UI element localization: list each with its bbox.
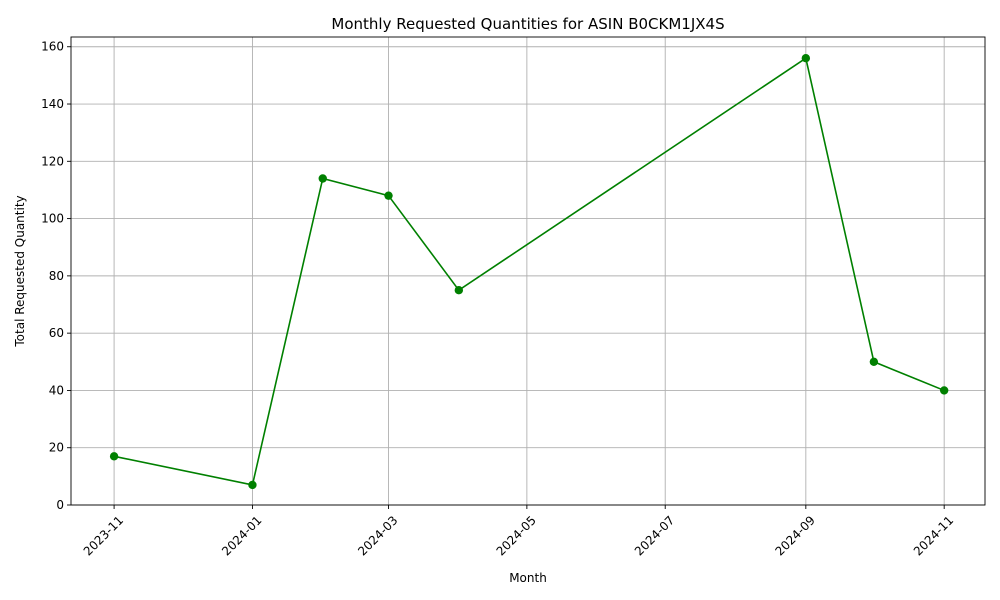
y-tick-label: 140 bbox=[41, 97, 64, 111]
x-tick-label: 2024-01 bbox=[219, 513, 264, 558]
data-point-marker bbox=[384, 191, 393, 200]
chart-title: Monthly Requested Quantities for ASIN B0… bbox=[331, 15, 724, 33]
x-axis-label: Month bbox=[509, 571, 547, 585]
y-tick-label: 40 bbox=[49, 383, 64, 397]
x-tick-label: 2024-11 bbox=[911, 513, 956, 558]
series-layer bbox=[109, 53, 949, 490]
x-tick-label: 2024-03 bbox=[355, 513, 400, 558]
data-point-marker bbox=[801, 53, 811, 63]
x-tick-label: 2024-07 bbox=[632, 513, 677, 558]
y-tick-label: 80 bbox=[49, 269, 64, 283]
x-tick-label: 2024-05 bbox=[494, 513, 539, 558]
y-axis-label: Total Requested Quantity bbox=[13, 195, 27, 347]
plot-frame bbox=[70, 36, 986, 506]
data-point-marker bbox=[869, 357, 879, 366]
grid-layer bbox=[71, 37, 985, 506]
x-tick-label: 2023-11 bbox=[81, 513, 126, 558]
data-point-marker bbox=[939, 386, 949, 395]
y-tick-label: 20 bbox=[49, 441, 64, 455]
data-point-marker bbox=[109, 452, 119, 461]
y-tick-label: 160 bbox=[41, 40, 64, 54]
data-point-marker bbox=[318, 174, 327, 183]
x-tick-label: 2024-09 bbox=[773, 513, 818, 558]
y-tick-label: 0 bbox=[56, 498, 64, 512]
y-tick-label: 100 bbox=[41, 212, 64, 226]
data-point-marker bbox=[454, 285, 464, 295]
y-tick-label: 60 bbox=[49, 326, 64, 340]
y-tick-label: 120 bbox=[41, 154, 64, 168]
data-point-marker bbox=[248, 480, 257, 490]
series-line bbox=[113, 56, 945, 486]
